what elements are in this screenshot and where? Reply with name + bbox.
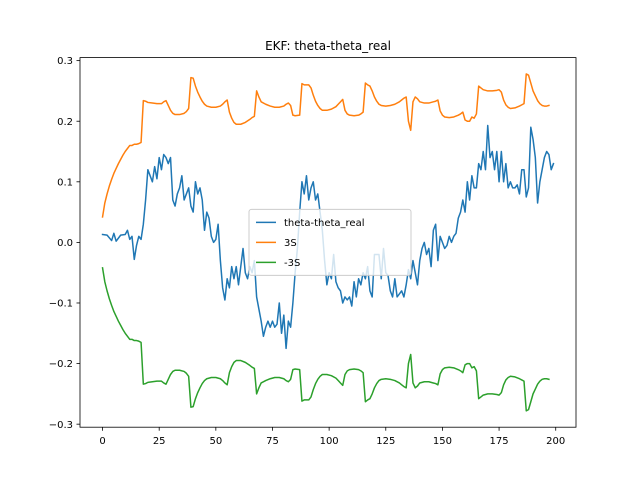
legend-label-1: 3S	[284, 238, 297, 249]
x-tick-label: 0	[99, 436, 105, 447]
legend: theta-theta_real 3S -3S	[248, 208, 412, 276]
x-tick-label: 150	[433, 436, 452, 447]
legend-frame	[248, 208, 412, 276]
legend-label-2: -3S	[284, 258, 300, 269]
y-tick-label: 0.0	[57, 238, 73, 249]
legend-label-0: theta-theta_real	[284, 218, 364, 229]
x-tick-label: 50	[209, 436, 222, 447]
x-axis: 0 25 50 75 100 125 150 175 200	[99, 427, 565, 447]
y-tick-label: 0.2	[57, 117, 73, 128]
x-tick-label: 100	[320, 436, 339, 447]
x-tick-label: 200	[546, 436, 565, 447]
x-tick-label: 175	[490, 436, 509, 447]
series-line-2	[101, 266, 550, 412]
chart-title: EKF: theta-theta_real	[265, 39, 391, 53]
series-line-1	[101, 73, 550, 218]
y-tick-label: −0.2	[49, 359, 73, 370]
x-tick-label: 125	[376, 436, 395, 447]
x-tick-label: 75	[266, 436, 279, 447]
y-tick-label: −0.1	[49, 299, 73, 310]
y-tick-label: −0.3	[49, 420, 73, 431]
y-tick-label: 0.1	[57, 177, 73, 188]
y-axis: −0.3 −0.2 −0.1 0.0 0.1 0.2 0.3	[49, 56, 80, 431]
x-tick-label: 25	[153, 436, 166, 447]
y-tick-label: 0.3	[57, 56, 73, 67]
